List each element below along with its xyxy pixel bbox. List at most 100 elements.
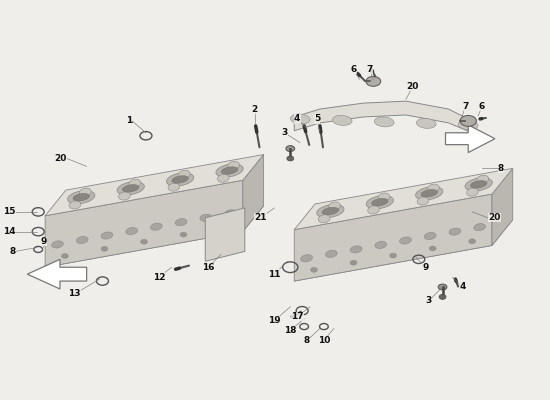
Ellipse shape: [101, 246, 108, 251]
Polygon shape: [294, 101, 472, 133]
Ellipse shape: [439, 294, 446, 299]
Text: 9: 9: [422, 263, 429, 272]
Text: 10: 10: [318, 336, 330, 345]
Ellipse shape: [52, 241, 63, 248]
Text: 8: 8: [9, 247, 15, 256]
Ellipse shape: [368, 206, 380, 214]
Ellipse shape: [228, 161, 240, 170]
Text: 9: 9: [41, 237, 47, 246]
Ellipse shape: [417, 197, 429, 205]
Ellipse shape: [219, 225, 227, 230]
Text: 6: 6: [350, 65, 357, 74]
Ellipse shape: [318, 215, 330, 223]
Ellipse shape: [424, 232, 436, 240]
Ellipse shape: [326, 250, 337, 257]
Polygon shape: [45, 180, 243, 267]
Ellipse shape: [221, 167, 238, 174]
Ellipse shape: [329, 202, 340, 210]
Ellipse shape: [290, 114, 310, 124]
Ellipse shape: [286, 146, 295, 152]
Ellipse shape: [421, 190, 437, 197]
Ellipse shape: [62, 254, 68, 258]
Polygon shape: [446, 125, 495, 152]
Ellipse shape: [117, 182, 144, 195]
Text: 1: 1: [126, 116, 132, 126]
Text: 4: 4: [294, 114, 300, 124]
Ellipse shape: [332, 116, 352, 126]
Polygon shape: [294, 168, 513, 230]
Ellipse shape: [119, 192, 130, 200]
Text: 15: 15: [3, 207, 15, 216]
Polygon shape: [45, 206, 263, 267]
Text: 3: 3: [426, 296, 432, 305]
Text: 8: 8: [498, 164, 504, 173]
Polygon shape: [492, 168, 513, 246]
Text: 20: 20: [488, 213, 501, 222]
Polygon shape: [28, 259, 87, 289]
Ellipse shape: [151, 223, 162, 230]
Ellipse shape: [80, 188, 91, 196]
Ellipse shape: [311, 267, 317, 272]
Ellipse shape: [366, 196, 393, 209]
Text: 3: 3: [281, 128, 288, 137]
Ellipse shape: [217, 174, 229, 182]
Text: 11: 11: [268, 270, 280, 279]
Ellipse shape: [69, 201, 81, 209]
Ellipse shape: [317, 204, 344, 218]
Polygon shape: [45, 154, 263, 216]
Ellipse shape: [378, 193, 390, 201]
Ellipse shape: [416, 187, 443, 200]
Text: 14: 14: [3, 227, 15, 236]
Polygon shape: [294, 220, 513, 281]
Ellipse shape: [287, 156, 294, 161]
Text: 2: 2: [251, 104, 258, 114]
Ellipse shape: [68, 191, 95, 204]
Ellipse shape: [126, 228, 138, 235]
Ellipse shape: [465, 178, 492, 191]
Ellipse shape: [172, 176, 188, 183]
Text: 16: 16: [202, 263, 214, 272]
Text: 5: 5: [314, 114, 320, 124]
Ellipse shape: [429, 246, 436, 251]
Polygon shape: [205, 208, 245, 261]
Ellipse shape: [474, 224, 486, 231]
Ellipse shape: [216, 164, 243, 177]
Ellipse shape: [167, 173, 194, 186]
Ellipse shape: [438, 284, 447, 290]
Polygon shape: [294, 194, 492, 281]
Text: 20: 20: [54, 154, 67, 163]
Ellipse shape: [466, 188, 478, 196]
Ellipse shape: [200, 214, 212, 221]
Ellipse shape: [73, 194, 90, 201]
Ellipse shape: [458, 120, 478, 130]
Ellipse shape: [366, 76, 381, 86]
Ellipse shape: [101, 232, 113, 239]
Text: 19: 19: [268, 316, 281, 325]
Ellipse shape: [427, 184, 439, 192]
Text: 13: 13: [69, 290, 81, 298]
Ellipse shape: [350, 260, 357, 265]
Ellipse shape: [375, 117, 394, 127]
Text: 20: 20: [406, 82, 419, 91]
Ellipse shape: [180, 232, 187, 237]
Ellipse shape: [178, 170, 190, 178]
Ellipse shape: [175, 219, 187, 226]
Ellipse shape: [460, 116, 476, 126]
Ellipse shape: [477, 175, 489, 183]
Ellipse shape: [322, 207, 339, 215]
Text: 7: 7: [462, 102, 469, 110]
Text: 12: 12: [152, 273, 165, 282]
Ellipse shape: [123, 185, 139, 192]
Ellipse shape: [416, 118, 436, 128]
Text: 4: 4: [459, 282, 465, 292]
Text: 7: 7: [366, 65, 372, 74]
Text: 6: 6: [479, 102, 485, 110]
Ellipse shape: [389, 253, 397, 258]
Ellipse shape: [301, 255, 312, 262]
Ellipse shape: [400, 237, 411, 244]
Text: 21: 21: [255, 213, 267, 222]
Text: 18: 18: [284, 326, 296, 335]
Ellipse shape: [375, 241, 387, 248]
Ellipse shape: [140, 239, 147, 244]
Ellipse shape: [129, 179, 141, 187]
